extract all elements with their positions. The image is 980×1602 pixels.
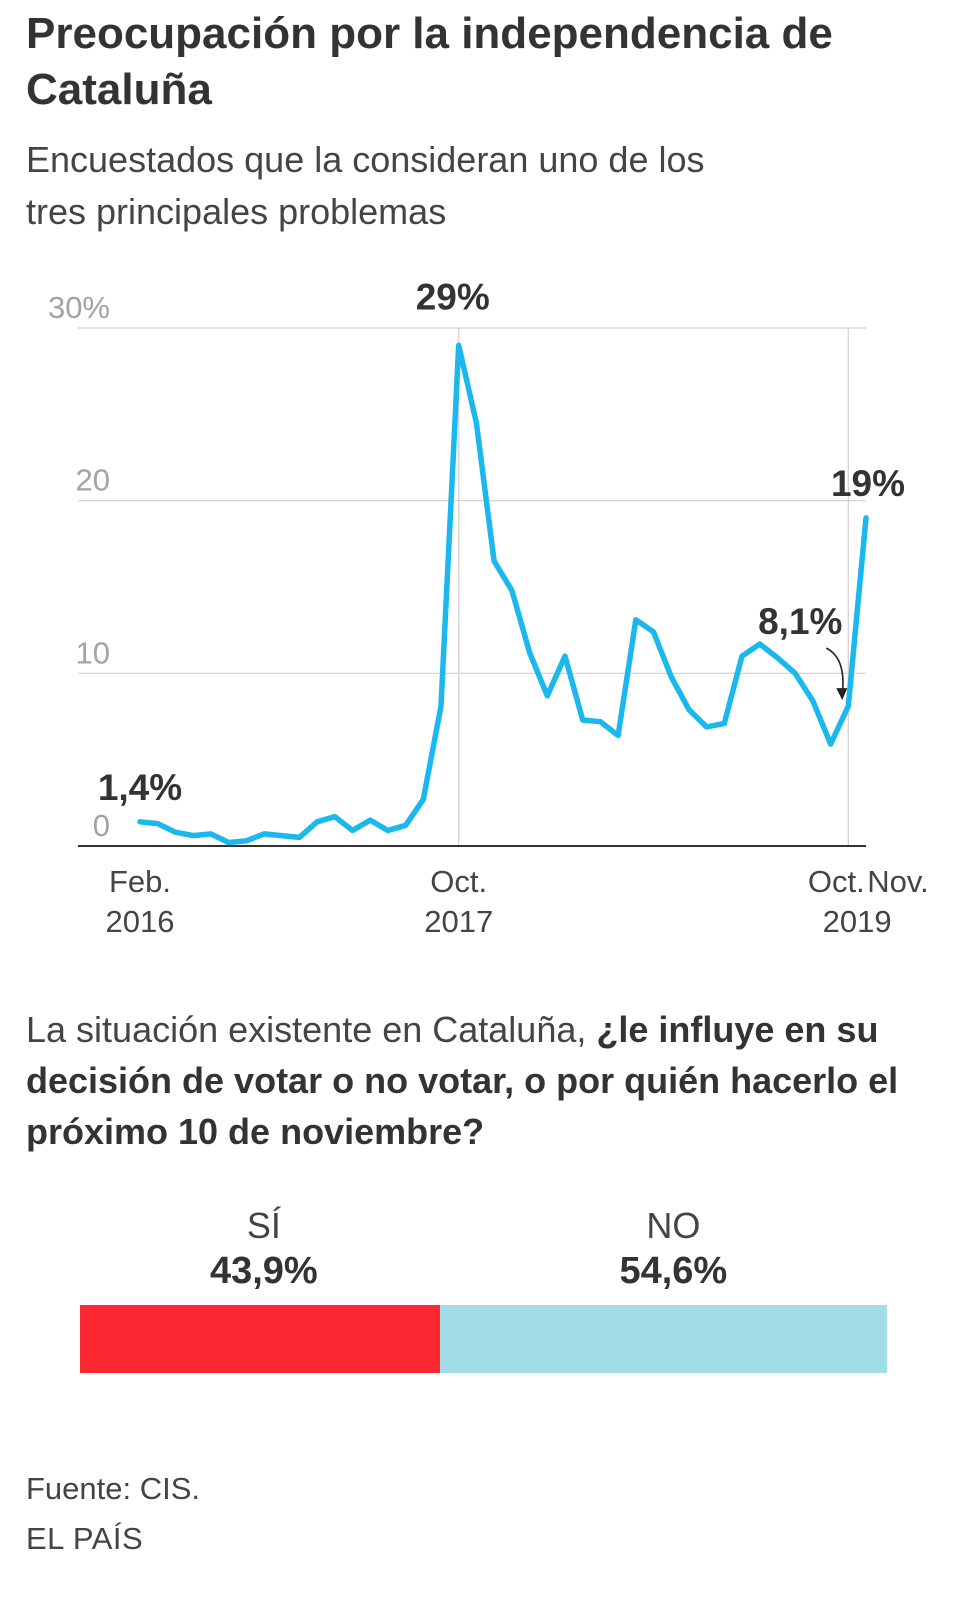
survey-question: La situación existente en Cataluña, ¿le … [26,1004,926,1157]
reference-lines [458,328,849,846]
no-percentage: 54,6% [619,1250,728,1292]
x-tick-label: Feb. [109,864,171,899]
y-tick-label: 0 [93,808,110,843]
publisher-credit: EL PAÍS [26,1521,144,1556]
yes-label: SÍ [246,1205,281,1246]
yes-label-group: SÍ 43,9% [144,1204,384,1294]
annotation-arrow-icon [825,647,844,695]
yes-bar-segment [80,1305,440,1373]
y-axis-ticks: 30% 20 10 0 [48,290,110,843]
x-tick-label: 2019 [823,904,892,939]
data-label: 8,1% [758,601,842,642]
y-tick-label: 10 [76,635,110,670]
arrowhead-icon [836,688,848,701]
chart-subtitle: Encuestados que la consideran uno de los… [26,139,705,232]
x-tick-label: Nov. [867,864,928,899]
x-tick-label: 2017 [424,904,493,939]
y-tick-label: 30% [48,290,110,325]
series-line [137,342,869,846]
x-tick-label: 2016 [106,904,175,939]
grid-lines [78,327,866,674]
x-tick-label: Oct. [430,864,487,899]
x-tick-label: Oct. [808,864,865,899]
yes-percentage: 43,9% [209,1250,318,1292]
no-bar-segment [439,1305,887,1373]
chart-title: Preocupación por la independencia de Cat… [26,9,833,114]
no-label: NO [646,1205,701,1246]
source-note: Fuente: CIS. [26,1471,201,1506]
data-label: 29% [416,276,490,317]
data-label: 19% [831,463,905,504]
y-tick-label: 20 [76,463,110,498]
no-label-group: NO 54,6% [553,1204,793,1294]
annotations: 1,4% 29% 8,1% 19% [98,276,905,808]
question-plain-text: La situación existente en Cataluña, [26,1009,597,1050]
data-label: 1,4% [98,767,182,808]
question-bold-text: ¿le influye en su decisión de votar o no… [26,1009,899,1152]
